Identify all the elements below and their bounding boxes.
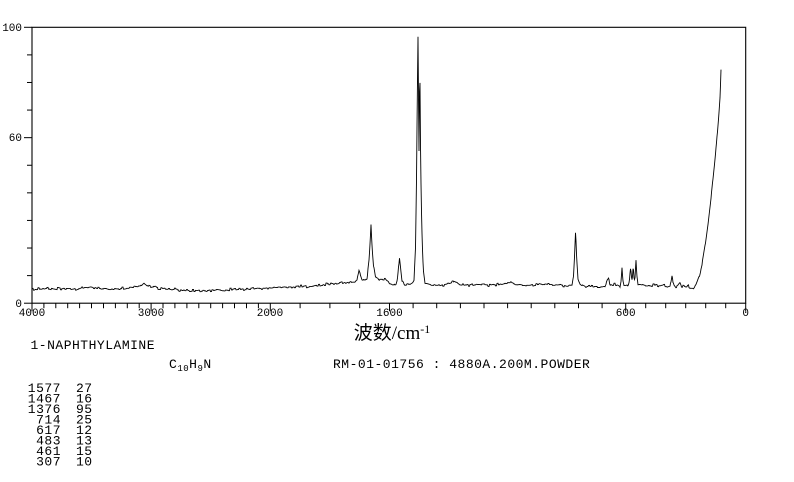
svg-text:100: 100 (2, 23, 22, 35)
svg-text:2000: 2000 (257, 308, 283, 320)
svg-text:1-NAPHTHYLAMINE: 1-NAPHTHYLAMINE (31, 338, 156, 353)
svg-text:60: 60 (9, 133, 22, 145)
svg-text:10: 10 (76, 455, 93, 470)
svg-text:600: 600 (616, 308, 636, 320)
svg-text:1600: 1600 (376, 308, 402, 320)
svg-text:3000: 3000 (138, 308, 164, 320)
svg-text:4000: 4000 (19, 308, 45, 320)
svg-text:RM-01-01756 : 4880A.200M.POWDE: RM-01-01756 : 4880A.200M.POWDER (333, 357, 590, 372)
svg-text:307: 307 (36, 455, 61, 470)
svg-text:波数/cm-1: 波数/cm-1 (354, 322, 431, 344)
svg-text:0: 0 (742, 308, 749, 320)
svg-text:C10H9N: C10H9N (169, 357, 212, 374)
